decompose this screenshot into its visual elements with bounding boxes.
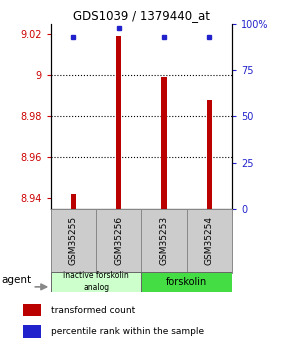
Text: percentile rank within the sample: percentile rank within the sample (50, 327, 204, 336)
Text: GSM35256: GSM35256 (114, 216, 123, 265)
Bar (23, 304, 41, 316)
Bar (161, 78, 167, 209)
Text: forskolin: forskolin (166, 277, 207, 286)
Bar (206, 100, 212, 209)
Bar (23, 325, 41, 338)
Bar (96, 209, 142, 273)
Text: inactive forskolin
analog: inactive forskolin analog (63, 272, 129, 292)
Text: transformed count: transformed count (50, 306, 135, 315)
Text: GSM35253: GSM35253 (160, 216, 168, 265)
Bar (51, 272, 142, 292)
Bar (71, 194, 76, 209)
Bar (142, 209, 187, 273)
Bar (116, 37, 122, 209)
Text: GSM35254: GSM35254 (205, 216, 214, 265)
Text: agent: agent (1, 275, 31, 285)
Title: GDS1039 / 1379440_at: GDS1039 / 1379440_at (73, 9, 210, 22)
Bar (187, 209, 232, 273)
Text: GSM35255: GSM35255 (69, 216, 78, 265)
Bar (142, 272, 232, 292)
Bar (51, 209, 96, 273)
